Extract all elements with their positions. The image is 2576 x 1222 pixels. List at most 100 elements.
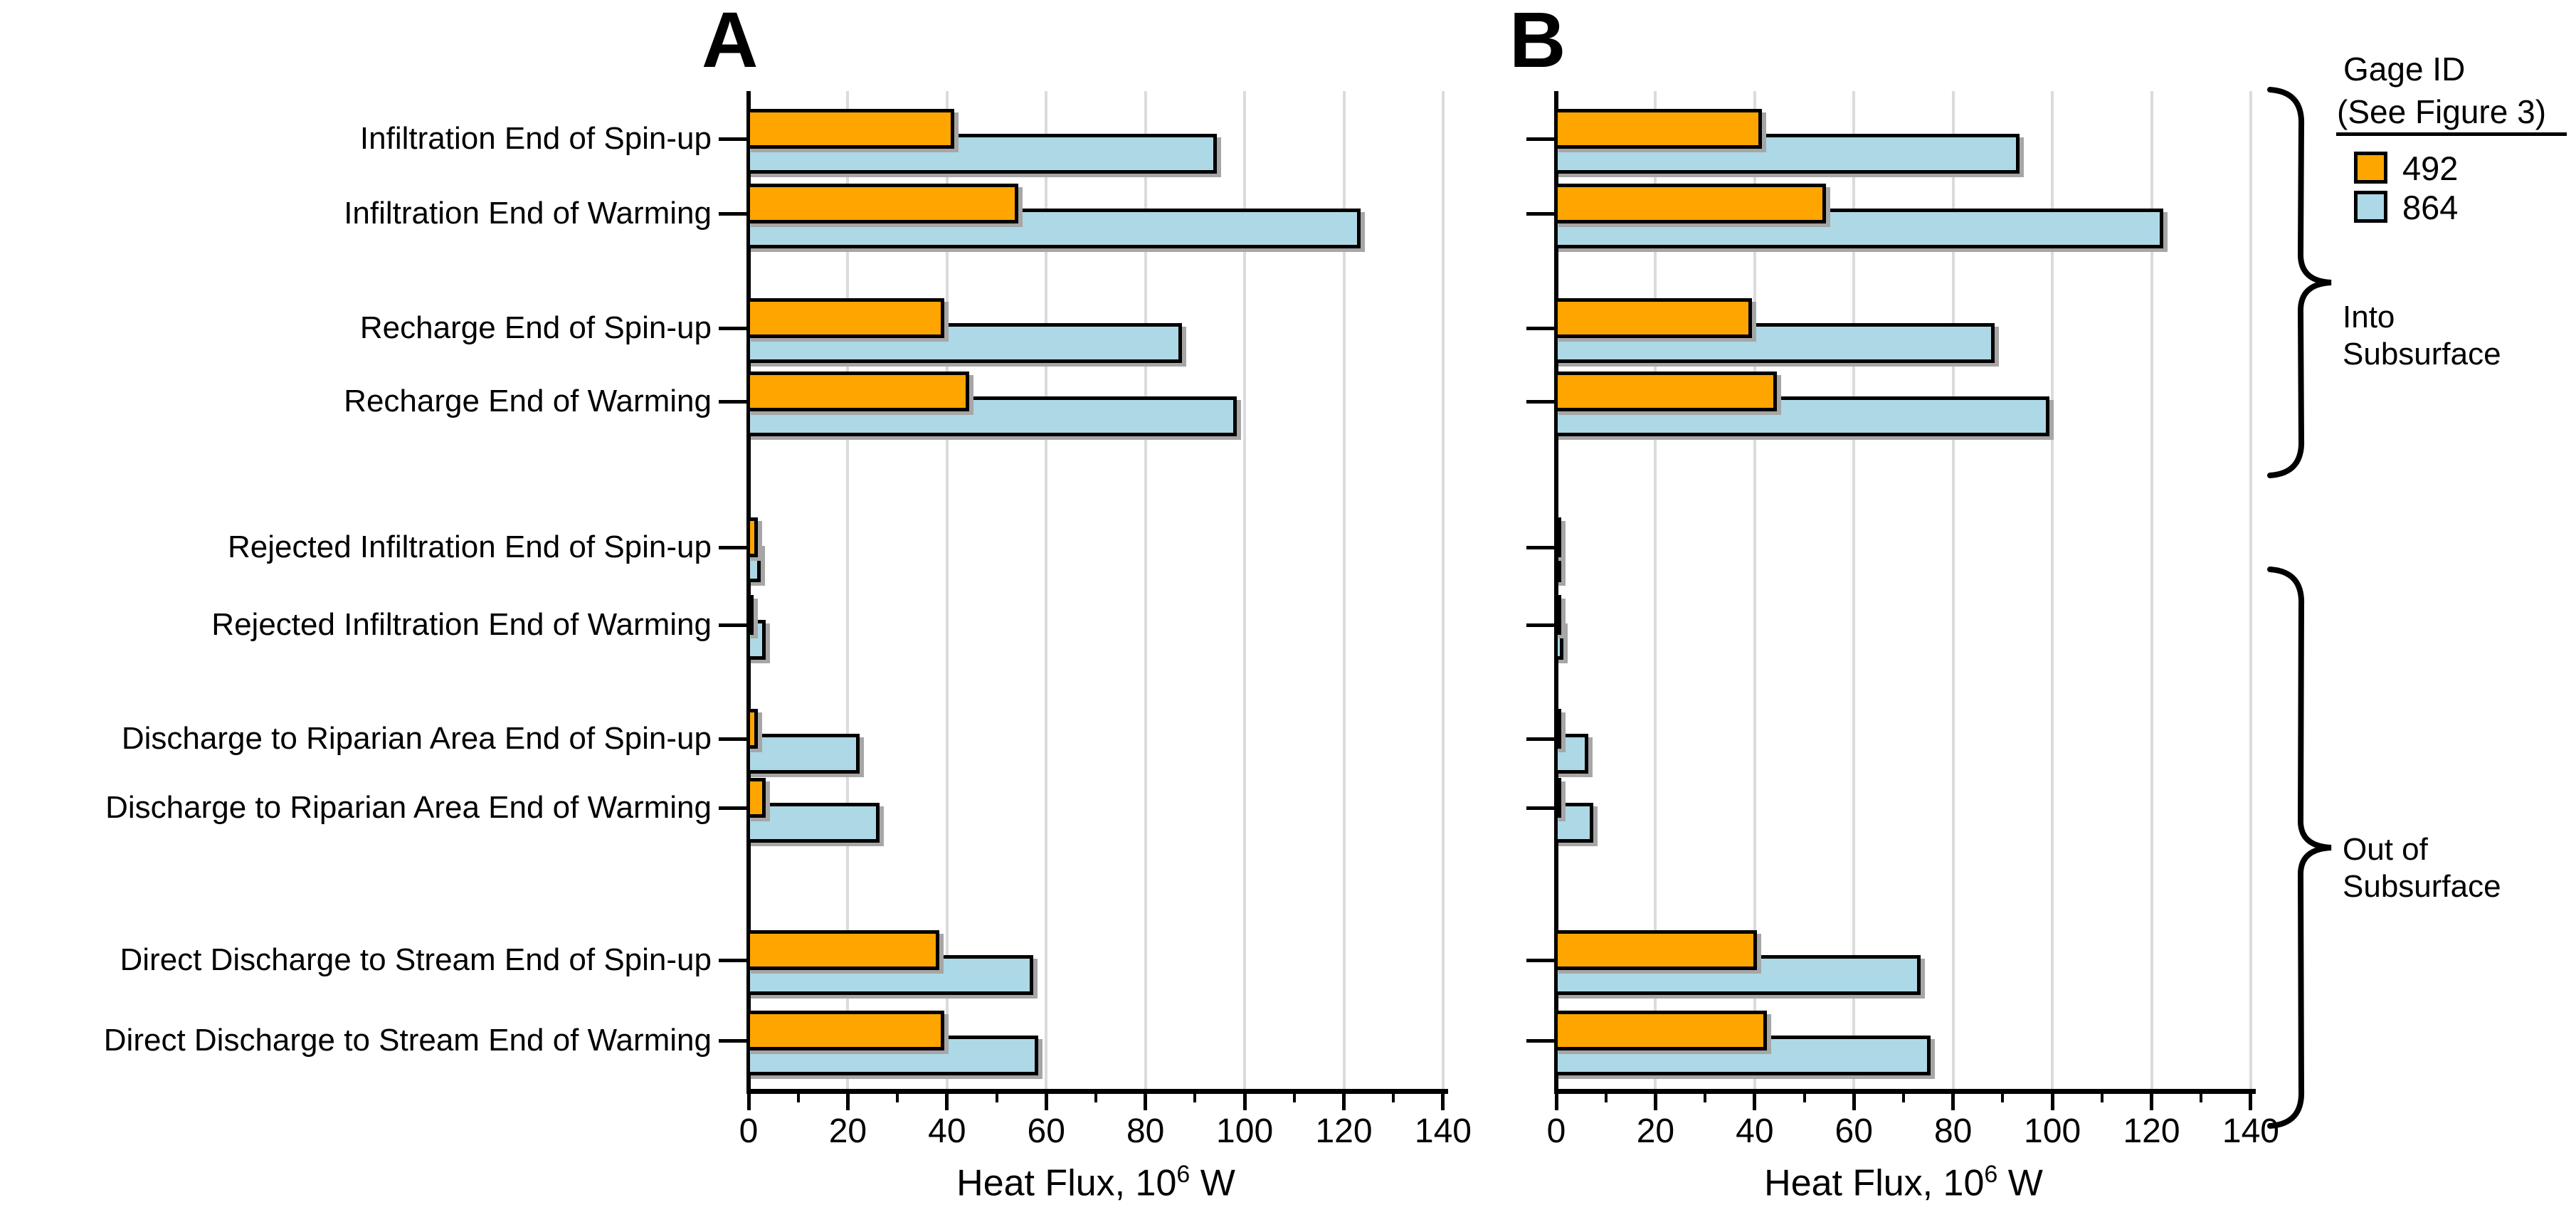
x-major-tick-80 (1951, 1093, 1955, 1110)
category-label: Rejected Infiltration End of Spin-up (228, 530, 712, 564)
category-tick (719, 737, 747, 741)
x-major-tick-120 (2150, 1093, 2154, 1110)
x-minor-tick-30 (1704, 1093, 1707, 1102)
panel-title-B: B (1509, 0, 1566, 84)
category-tick (1526, 806, 1555, 810)
x-axis-title: Heat Flux, 106 W (1654, 1160, 2153, 1206)
category-tick (1526, 958, 1555, 962)
category-tick (1526, 737, 1555, 741)
gridline-x-80 (1951, 91, 1955, 1089)
x-axis-title-unit: W (1190, 1162, 1235, 1204)
legend-title-underline (2336, 132, 2567, 136)
x-tick-label-100: 100 (2024, 1112, 2081, 1150)
x-minor-tick-70 (1901, 1093, 1905, 1102)
y-axis (746, 91, 751, 1094)
category-tick (719, 399, 747, 404)
bar-864 (746, 134, 1218, 174)
x-major-tick-100 (2050, 1093, 2054, 1110)
x-minor-tick-10 (796, 1093, 800, 1102)
bar-492 (746, 109, 954, 149)
x-minor-tick-110 (2100, 1093, 2103, 1102)
x-tick-label-0: 0 (1546, 1112, 1566, 1150)
category-tick (719, 545, 747, 549)
category-tick (719, 623, 747, 627)
x-axis-title-exponent: 6 (1984, 1161, 1998, 1188)
bar-492 (746, 372, 969, 411)
x-tick-label-0: 0 (739, 1112, 759, 1150)
bar-492 (1554, 1011, 1767, 1050)
y-axis (1554, 91, 1558, 1094)
category-label: Infiltration End of Warming (344, 196, 712, 231)
x-tick-label-100: 100 (1216, 1112, 1274, 1150)
legend-swatch-492 (2354, 152, 2387, 184)
gridline-x-120 (2150, 91, 2153, 1089)
annotation-into-line1: Into (2343, 300, 2395, 335)
x-axis-title: Heat Flux, 106 W (847, 1160, 1345, 1206)
bar-492 (746, 595, 754, 635)
bar-492 (1554, 298, 1752, 338)
category-tick (719, 958, 747, 962)
gridline-x-80 (1144, 91, 1147, 1089)
x-major-tick-140 (1441, 1093, 1445, 1110)
x-minor-tick-10 (1604, 1093, 1608, 1102)
x-axis-title-exponent: 6 (1176, 1161, 1191, 1188)
bar-492 (746, 930, 939, 970)
bar-492 (746, 778, 766, 818)
category-label: Recharge End of Warming (344, 384, 712, 418)
x-major-tick-120 (1342, 1093, 1346, 1110)
x-tick-label-140: 140 (2222, 1112, 2279, 1150)
bar-492 (746, 298, 944, 338)
category-tick (719, 1038, 747, 1043)
category-tick (1526, 211, 1555, 216)
bar-492 (1554, 372, 1777, 411)
gridline-x-40 (945, 91, 949, 1089)
x-tick-label-20: 20 (828, 1112, 867, 1150)
bar-492 (1554, 778, 1561, 818)
category-tick (1526, 137, 1555, 141)
bar-492 (746, 709, 759, 749)
bar-492 (746, 184, 1019, 223)
gridline-x-20 (1654, 91, 1657, 1089)
bar-864 (746, 734, 860, 774)
x-tick-label-120: 120 (1315, 1112, 1373, 1150)
category-tick (719, 326, 747, 330)
bar-492 (1554, 517, 1561, 557)
annotation-out-line2: Subsurface (2343, 869, 2501, 904)
x-minor-tick-50 (1802, 1093, 1806, 1102)
bar-864 (746, 209, 1361, 248)
category-tick (1526, 326, 1555, 330)
gridline-x-100 (2051, 91, 2054, 1089)
x-tick-label-80: 80 (1126, 1112, 1165, 1150)
x-major-tick-0 (1554, 1093, 1558, 1110)
category-label: Infiltration End of Spin-up (359, 121, 712, 156)
x-tick-label-140: 140 (1414, 1112, 1472, 1150)
x-tick-label-60: 60 (1835, 1112, 1873, 1150)
x-major-tick-60 (1044, 1093, 1048, 1110)
x-minor-tick-90 (1193, 1093, 1197, 1102)
x-minor-tick-130 (1392, 1093, 1395, 1102)
gridline-x-60 (1852, 91, 1856, 1089)
x-tick-label-40: 40 (928, 1112, 966, 1150)
x-minor-tick-70 (1094, 1093, 1097, 1102)
bar-864 (746, 803, 880, 843)
bar-492 (1554, 184, 1827, 223)
annotation-out-line1: Out of (2343, 832, 2428, 867)
x-major-tick-0 (746, 1093, 751, 1110)
gridline-x-140 (2249, 91, 2252, 1089)
x-tick-label-80: 80 (1933, 1112, 1973, 1150)
category-label: Direct Discharge to Stream End of Warmin… (103, 1023, 712, 1058)
x-tick-label-120: 120 (2123, 1112, 2180, 1150)
x-major-tick-60 (1852, 1093, 1856, 1110)
annotation-out-of-subsurface: Out of Subsurface (2343, 831, 2501, 905)
category-tick (1526, 545, 1555, 549)
bar-492 (1554, 109, 1762, 149)
category-label: Direct Discharge to Stream End of Spin-u… (120, 942, 712, 977)
bar-492 (746, 1011, 944, 1050)
x-tick-label-60: 60 (1027, 1112, 1065, 1150)
category-tick (1526, 399, 1555, 404)
category-label: Recharge End of Spin-up (359, 310, 712, 345)
category-tick (1526, 623, 1555, 627)
x-minor-tick-130 (2200, 1093, 2203, 1102)
